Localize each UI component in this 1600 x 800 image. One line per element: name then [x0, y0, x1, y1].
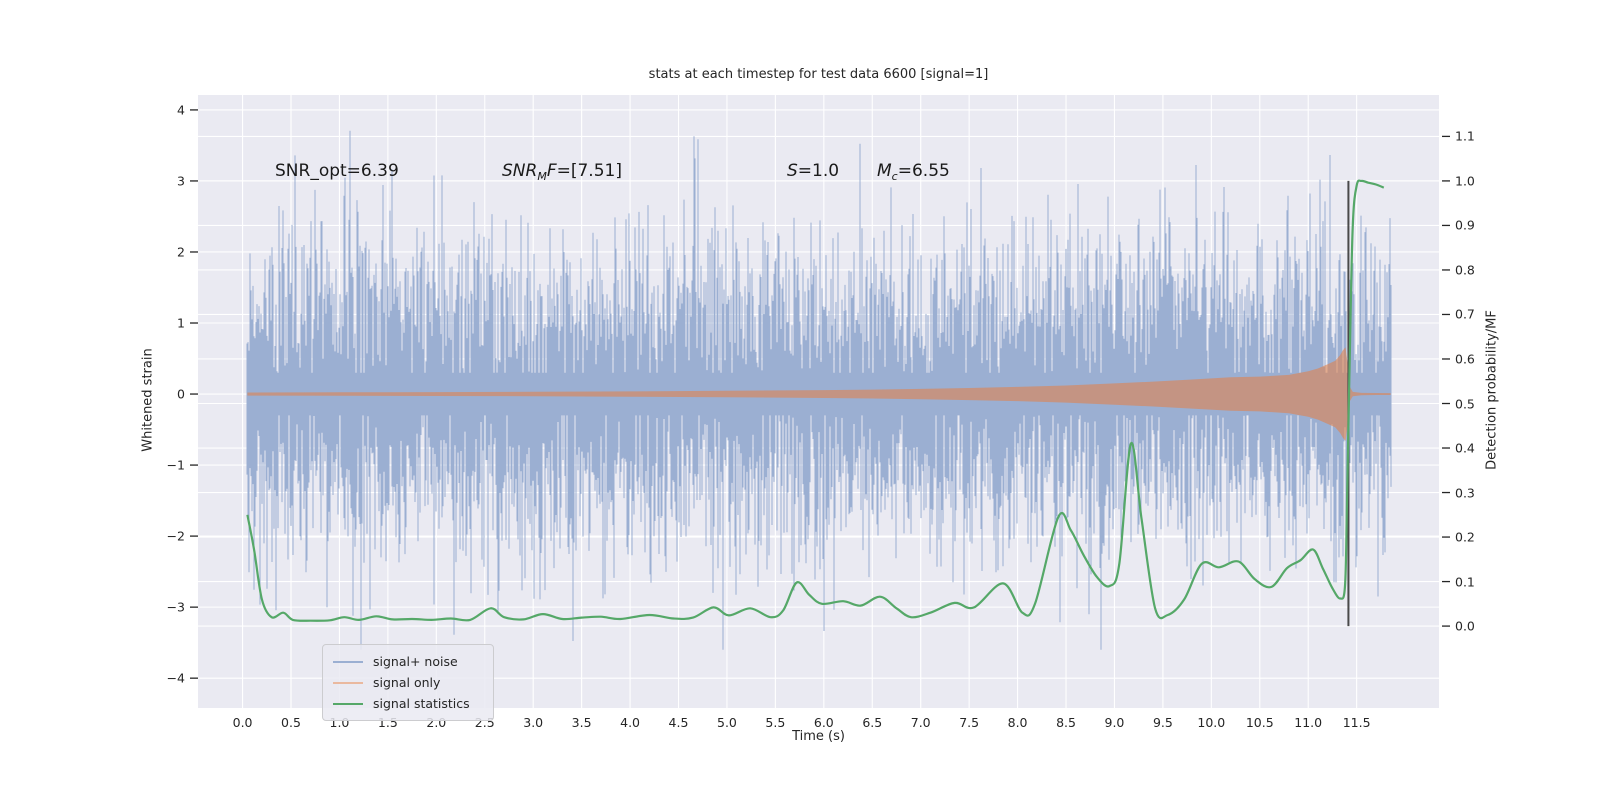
legend-line-sample-noise — [333, 660, 363, 663]
y-right-tick-label: 0.1 — [1455, 574, 1475, 590]
y-left-tick-label: −2 — [166, 528, 185, 544]
y-left-tick-label: 4 — [177, 102, 185, 118]
legend: signal+ noise signal only signal statist… — [322, 644, 494, 721]
y-right-tick-label: 1.1 — [1455, 128, 1475, 144]
y-right-tick-label: 0.0 — [1455, 618, 1475, 634]
y-right-tick-label: 0.9 — [1455, 217, 1475, 233]
x-tick-label: 5.0 — [716, 715, 737, 730]
y-right-tick-label: 0.3 — [1455, 485, 1475, 501]
x-tick-label: 8.5 — [1056, 715, 1076, 730]
signal-series-path — [247, 347, 1391, 441]
y-left-tick-label: −3 — [166, 599, 185, 615]
x-tick-label: 3.5 — [571, 715, 592, 730]
x-tick-label: 11.5 — [1342, 715, 1371, 730]
y-right-tick-label: 0.8 — [1455, 262, 1475, 278]
x-tick-label: 8.0 — [1007, 715, 1028, 730]
y-right-tick-label: 0.7 — [1455, 306, 1475, 322]
x-tick-label: 9.0 — [1104, 715, 1125, 730]
annotation-snr-opt: SNR_opt=6.39 — [275, 161, 399, 181]
y-left-tick-label: 2 — [177, 244, 185, 260]
y-right-tick-label: 0.2 — [1455, 529, 1475, 545]
legend-item-signal-statistics: signal statistics — [333, 693, 483, 714]
x-tick-label: 0.0 — [232, 715, 253, 730]
x-tick-label: 3.0 — [523, 715, 544, 730]
x-axis-label: Time (s) — [792, 729, 845, 744]
x-tick-label: 6.0 — [813, 715, 834, 730]
y-right-tick-label: 0.5 — [1455, 396, 1475, 411]
x-tick-label: 9.5 — [1152, 715, 1173, 730]
y-right-tick-label: 0.6 — [1455, 351, 1475, 367]
x-tick-label: 0.5 — [281, 715, 301, 730]
statistics-series-path — [246, 179, 1385, 622]
x-tick-label: 4.0 — [620, 715, 641, 730]
chart-title: stats at each timestep for test data 660… — [648, 67, 989, 82]
y-right-tick-label: 1.0 — [1455, 173, 1475, 189]
y-left-tick-label: −1 — [166, 457, 185, 473]
legend-item-signal-only: signal only — [333, 672, 483, 693]
axis-tick-marks — [190, 109, 1450, 679]
x-tick-label: 6.5 — [862, 715, 883, 730]
x-tick-label: 11.0 — [1294, 715, 1323, 730]
x-tick-label: 7.5 — [959, 715, 980, 730]
legend-line-sample-signal — [333, 681, 363, 684]
y-left-tick-label: 1 — [177, 315, 185, 331]
y-left-tick-label: 3 — [177, 173, 185, 189]
x-tick-label: 7.0 — [910, 715, 931, 730]
y-left-tick-label: −4 — [166, 670, 185, 686]
y-left-tick-label: 0 — [177, 386, 185, 402]
legend-item-signal-noise: signal+ noise — [333, 651, 483, 672]
y-axis-label-right: Detection probability/MF — [1484, 310, 1500, 470]
x-tick-label: 10.0 — [1197, 715, 1226, 730]
annotation-mc: Mc=6.55 — [877, 161, 950, 183]
x-tick-label: 5.5 — [765, 715, 786, 730]
y-right-tick-label: 0.4 — [1455, 440, 1475, 456]
x-tick-label: 4.5 — [668, 715, 689, 730]
annotation-s: S=1.0 — [787, 161, 840, 181]
annotation-snr-mf: SNRMF=[7.51] — [502, 161, 622, 183]
legend-line-sample-statistics — [333, 702, 363, 705]
x-tick-label: 10.5 — [1245, 715, 1274, 730]
